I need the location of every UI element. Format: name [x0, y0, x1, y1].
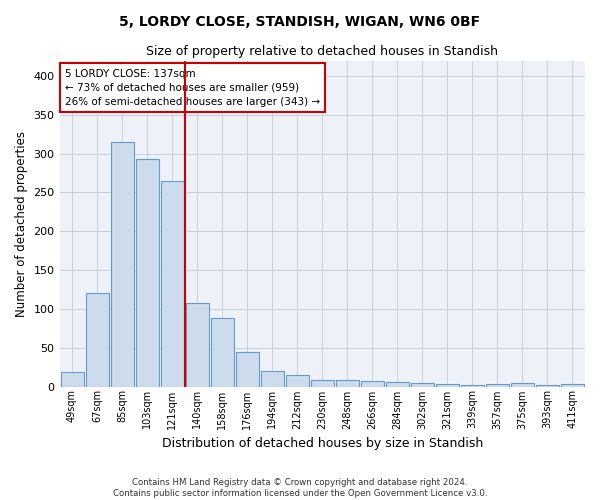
Bar	[486, 384, 509, 386]
Bar	[185, 302, 209, 386]
Bar	[386, 382, 409, 386]
Bar	[436, 384, 459, 386]
Title: Size of property relative to detached houses in Standish: Size of property relative to detached ho…	[146, 45, 498, 58]
Y-axis label: Number of detached properties: Number of detached properties	[15, 130, 28, 316]
Bar	[336, 380, 359, 386]
Bar	[236, 352, 259, 386]
Bar	[286, 375, 309, 386]
Bar	[311, 380, 334, 386]
Bar	[511, 384, 534, 386]
Bar	[86, 294, 109, 386]
Bar	[136, 159, 158, 386]
Bar	[161, 181, 184, 386]
Bar	[110, 142, 134, 386]
Bar	[561, 384, 584, 386]
Bar	[461, 385, 484, 386]
X-axis label: Distribution of detached houses by size in Standish: Distribution of detached houses by size …	[161, 437, 483, 450]
Bar	[211, 318, 233, 386]
Bar	[411, 382, 434, 386]
Bar	[61, 372, 83, 386]
Bar	[361, 381, 384, 386]
Text: 5, LORDY CLOSE, STANDISH, WIGAN, WN6 0BF: 5, LORDY CLOSE, STANDISH, WIGAN, WN6 0BF	[119, 15, 481, 29]
Text: Contains HM Land Registry data © Crown copyright and database right 2024.
Contai: Contains HM Land Registry data © Crown c…	[113, 478, 487, 498]
Text: 5 LORDY CLOSE: 137sqm
← 73% of detached houses are smaller (959)
26% of semi-det: 5 LORDY CLOSE: 137sqm ← 73% of detached …	[65, 68, 320, 106]
Bar	[261, 371, 284, 386]
Bar	[536, 385, 559, 386]
